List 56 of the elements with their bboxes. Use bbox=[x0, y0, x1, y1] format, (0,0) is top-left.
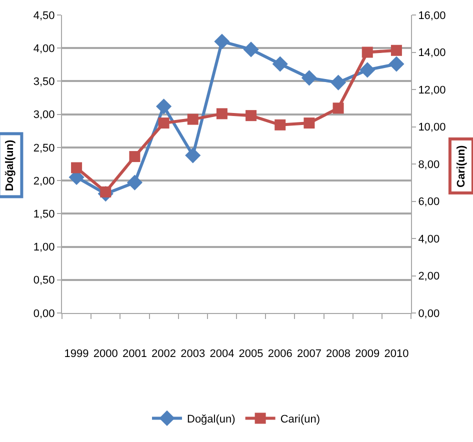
point bbox=[304, 118, 315, 129]
point bbox=[156, 98, 172, 114]
x-tick-label: 2005 bbox=[238, 348, 264, 360]
point bbox=[126, 174, 143, 190]
point bbox=[362, 46, 373, 58]
x-tick-label: 2010 bbox=[384, 348, 409, 360]
x-tick-label: 1999 bbox=[64, 348, 89, 360]
point bbox=[360, 62, 376, 78]
legend-label: Cari(un) bbox=[280, 413, 320, 426]
point bbox=[330, 74, 346, 90]
point bbox=[272, 56, 288, 72]
y-tick-label: 0,50 bbox=[33, 274, 55, 287]
point bbox=[274, 119, 286, 130]
point bbox=[332, 102, 344, 114]
point bbox=[390, 44, 402, 56]
y2-tick-label: 4,00 bbox=[418, 233, 440, 246]
y2-tick-label: 10,00 bbox=[418, 122, 446, 134]
x-tick-label: 2002 bbox=[152, 348, 176, 360]
y-tick-label: 1,00 bbox=[33, 242, 55, 254]
y-tick-label: 0,00 bbox=[33, 308, 55, 320]
y2-tick-label: 6,00 bbox=[418, 196, 440, 208]
y2-tick-label: 14,00 bbox=[418, 47, 446, 60]
y2-axis-title: Cari(un) bbox=[455, 144, 468, 188]
legend-label: Doğal(un) bbox=[187, 413, 236, 426]
y-tick-label: 4,00 bbox=[33, 42, 55, 55]
x-tick-label: 2003 bbox=[180, 348, 206, 360]
x-tick-label: 2007 bbox=[296, 348, 322, 360]
y-axis-title: Doğal(un) bbox=[4, 140, 16, 192]
point bbox=[216, 108, 228, 120]
y-tick-label: 2,50 bbox=[33, 142, 55, 154]
point bbox=[158, 118, 170, 129]
y2-tick-label: 0,00 bbox=[418, 308, 440, 320]
point bbox=[214, 34, 230, 50]
y2-tick-label: 16,00 bbox=[418, 10, 446, 22]
y-tick-label: 1,50 bbox=[33, 208, 55, 221]
point bbox=[243, 42, 259, 58]
y-tick-label: 3,50 bbox=[33, 76, 55, 88]
y-tick-label: 2,00 bbox=[33, 175, 55, 188]
x-tick-label: 2006 bbox=[268, 348, 292, 360]
point bbox=[129, 151, 140, 162]
y2-tick-label: 8,00 bbox=[418, 158, 440, 171]
x-tick-label: 2009 bbox=[355, 348, 380, 360]
point bbox=[388, 56, 404, 72]
point bbox=[71, 162, 82, 174]
y-tick-label: 3,00 bbox=[33, 109, 55, 122]
point bbox=[185, 148, 201, 164]
point bbox=[246, 110, 257, 122]
y-tick-label: 4,50 bbox=[33, 10, 55, 22]
x-tick-label: 2004 bbox=[210, 348, 234, 360]
point bbox=[301, 70, 318, 86]
y2-tick-label: 12,00 bbox=[418, 84, 446, 96]
point bbox=[187, 114, 198, 125]
x-tick-label: 2008 bbox=[326, 348, 351, 360]
y2-tick-label: 2,00 bbox=[418, 270, 440, 283]
x-tick-label: 2000 bbox=[93, 348, 118, 360]
x-tick-label: 2001 bbox=[122, 348, 147, 360]
